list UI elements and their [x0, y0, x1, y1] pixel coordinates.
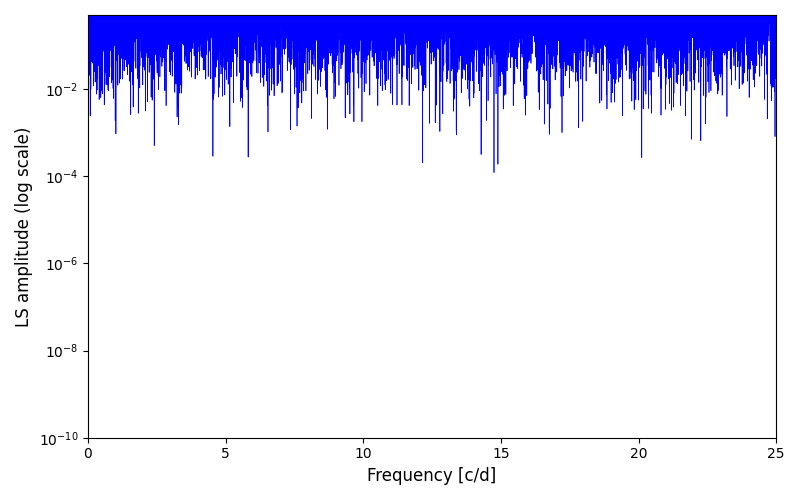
- Y-axis label: LS amplitude (log scale): LS amplitude (log scale): [15, 126, 33, 326]
- X-axis label: Frequency [c/d]: Frequency [c/d]: [367, 467, 497, 485]
